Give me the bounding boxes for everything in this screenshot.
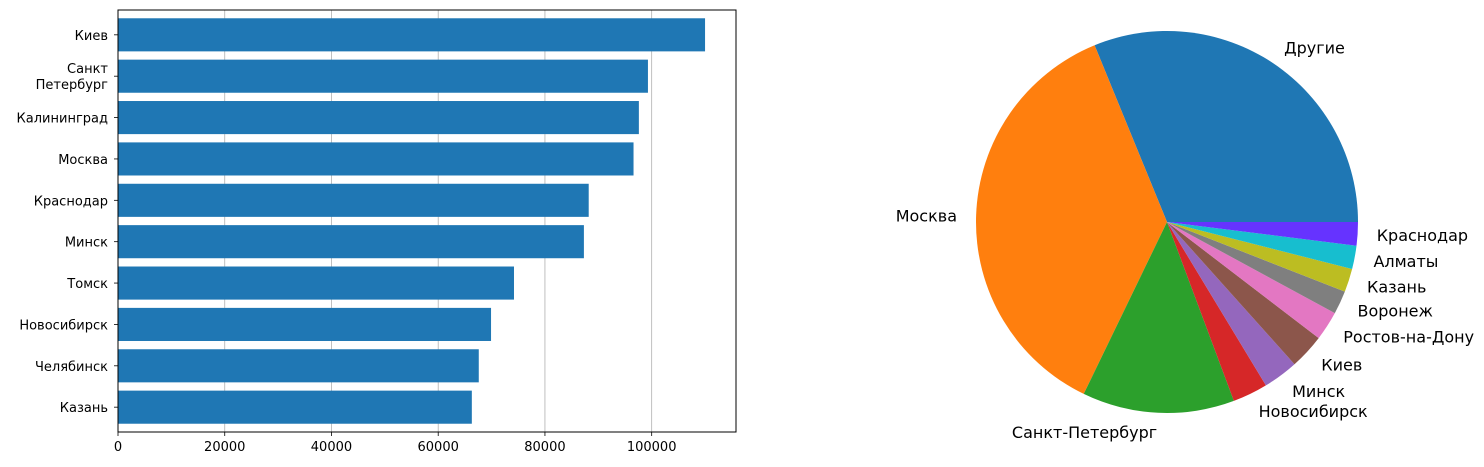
y-tick-label: Минск: [65, 236, 108, 251]
pie-slice-label: Санкт-Петербург: [1012, 423, 1157, 442]
pie-slice-label: Казань: [1367, 277, 1426, 296]
pie-slices: [975, 30, 1358, 413]
x-tick-label: 40000: [311, 440, 352, 455]
bar: [118, 142, 634, 176]
bar: [118, 390, 472, 424]
x-tick-label: 100000: [627, 440, 677, 455]
bar-x-axis: 0 20000 40000 60000 80000 100000: [114, 432, 677, 455]
y-tick-label: Москва: [58, 153, 108, 168]
bar-y-axis: Киев Санкт Петербург Калининград Москва Красн…: [17, 29, 118, 416]
pie-slice-label: Воронеж: [1357, 302, 1432, 321]
bar-chart: Киев Санкт Петербург Калининград Москва Красн…: [17, 9, 737, 455]
pie-slice-label: Киев: [1321, 356, 1362, 375]
bar: [118, 18, 706, 52]
bar-plot-frame: [117, 9, 737, 433]
x-tick-label: 80000: [524, 440, 565, 455]
x-tick-label: 60000: [418, 440, 459, 455]
pie-slice: [1167, 222, 1266, 401]
pie-slice-label: Алматы: [1373, 252, 1438, 271]
pie-slice: [1167, 222, 1357, 270]
y-tick-label: Санкт Петербург: [36, 62, 109, 93]
pie-slice-label: Краснодар: [1377, 226, 1468, 245]
pie-slice-label: Минск: [1292, 382, 1345, 401]
bar: [118, 349, 479, 383]
bar: [118, 101, 639, 135]
pie-slice: [1167, 222, 1353, 292]
y-tick-label: Челябинск: [35, 360, 108, 375]
pie-slice: [1094, 30, 1358, 223]
pie-slice: [1167, 222, 1358, 246]
bar-series: [118, 18, 706, 424]
y-tick-label: Казань: [60, 401, 108, 416]
pie-slice-label: Новосибирск: [1259, 402, 1368, 421]
bar: [118, 266, 514, 300]
pie-slice: [1083, 222, 1234, 413]
x-tick-label: 20000: [204, 440, 245, 455]
y-tick-label: Калининград: [17, 112, 108, 127]
pie-slice: [975, 45, 1167, 394]
bar: [118, 183, 589, 217]
pie-slice-label: Ростов-на-Дону: [1343, 327, 1474, 346]
bar: [118, 225, 584, 259]
y-tick-label: Киев: [75, 29, 108, 44]
pie-slice: [1167, 222, 1319, 365]
pie-chart: Другие Москва Санкт-Петербург НовосибирскМи…: [896, 30, 1474, 442]
pie-slice: [1167, 222, 1335, 339]
pie-slice: [1167, 222, 1345, 314]
y-tick-label: Томск: [66, 277, 108, 292]
pie-slice: [1167, 222, 1295, 386]
pie-slice-label: Москва: [896, 206, 957, 225]
bar: [118, 59, 648, 93]
y-tick-label: Новосибирск: [19, 318, 108, 333]
x-tick-label: 0: [114, 440, 122, 455]
pie-slice-label: Другие: [1284, 39, 1345, 58]
pie-labels: Другие Москва Санкт-Петербург НовосибирскМи…: [896, 39, 1474, 442]
y-tick-label: Краснодар: [34, 194, 108, 209]
bar: [118, 307, 492, 341]
